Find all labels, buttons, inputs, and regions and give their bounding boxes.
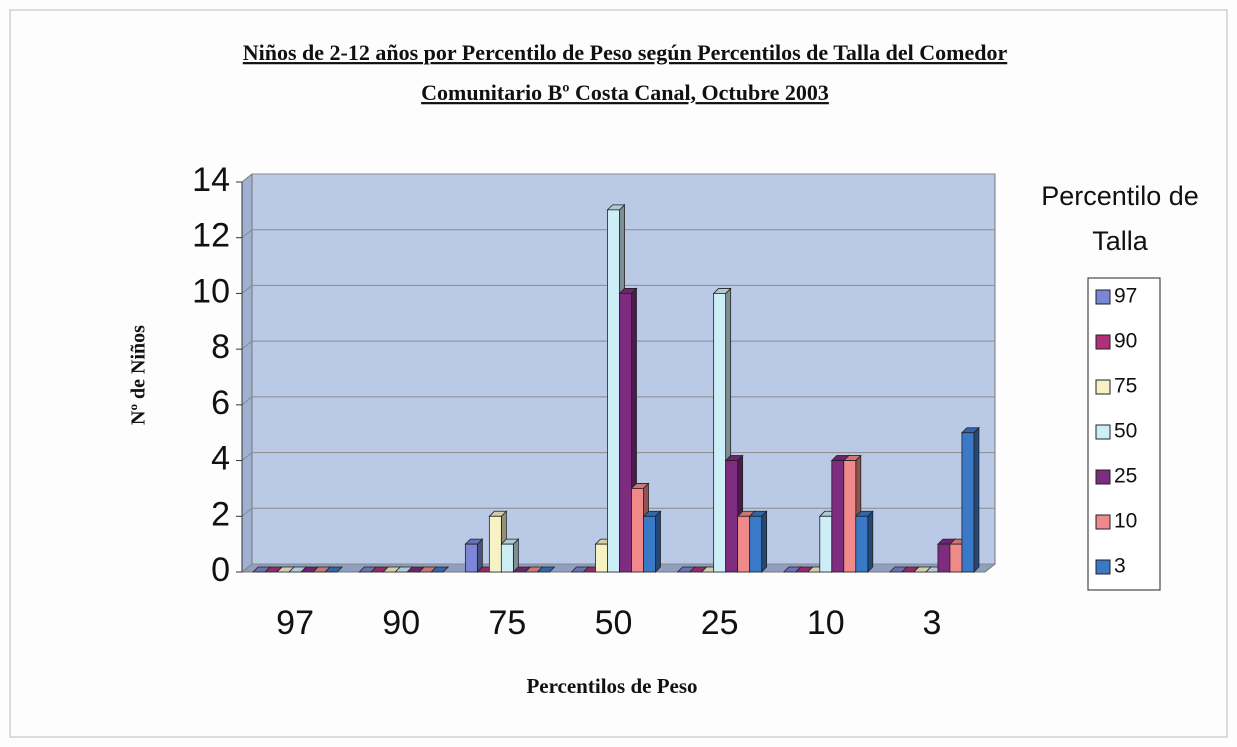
legend-swatch xyxy=(1095,289,1111,305)
bar xyxy=(725,460,739,573)
grid-line xyxy=(241,507,995,517)
y-tick-label: 4 xyxy=(211,440,230,478)
y-tick-label: 10 xyxy=(192,272,230,310)
bar xyxy=(737,515,751,573)
legend-title: Percentilo de xyxy=(1041,181,1199,211)
legend-swatch xyxy=(1095,379,1111,395)
grid-line xyxy=(241,340,995,350)
y-tick-label: 0 xyxy=(211,551,230,589)
x-tick-label: 10 xyxy=(807,604,845,642)
legend-swatch xyxy=(1095,424,1111,440)
bar xyxy=(631,488,644,573)
bar-side xyxy=(512,538,519,573)
bar xyxy=(500,543,514,573)
legend-label: 90 xyxy=(1114,330,1137,353)
x-tick-label: 3 xyxy=(922,604,941,642)
chart-title: Comunitario Bº Costa Canal, Octubre 2003 xyxy=(421,80,829,105)
bar-side xyxy=(476,538,483,573)
legend-swatch xyxy=(1095,559,1111,575)
legend-swatch xyxy=(1095,514,1111,530)
bar xyxy=(607,209,620,573)
bar xyxy=(937,543,951,573)
legend-title: Talla xyxy=(1092,226,1149,256)
bar xyxy=(949,543,963,573)
x-tick-label: 50 xyxy=(595,604,633,642)
legend-label: 25 xyxy=(1114,465,1137,488)
x-tick-label: 75 xyxy=(488,604,526,642)
legend-swatch xyxy=(1095,469,1111,485)
legend-label: 50 xyxy=(1114,420,1137,443)
frame xyxy=(9,9,1228,738)
bar-top xyxy=(536,566,556,573)
x-tick-label: 25 xyxy=(701,604,739,642)
bar-side xyxy=(761,510,768,573)
y-tick-label: 6 xyxy=(211,384,230,422)
y-tick-label: 2 xyxy=(211,495,230,533)
bar-top xyxy=(430,566,450,573)
bar xyxy=(819,515,833,573)
grid-line xyxy=(241,284,995,294)
bar xyxy=(464,543,478,573)
bar-top xyxy=(324,566,344,573)
x-tick-label: 90 xyxy=(382,604,420,642)
x-tick-label: 97 xyxy=(276,604,314,642)
bar-side xyxy=(655,510,661,573)
y-tick-label: 12 xyxy=(192,217,230,255)
bar-side xyxy=(973,426,980,573)
bar-side xyxy=(867,510,874,573)
bar xyxy=(643,515,656,573)
bar xyxy=(961,432,975,573)
grid-line xyxy=(241,452,995,461)
bar xyxy=(831,460,845,573)
bar xyxy=(843,460,857,573)
bar xyxy=(713,293,727,573)
bar xyxy=(855,515,869,573)
legend-label: 3 xyxy=(1114,555,1126,578)
y-tick-label: 8 xyxy=(211,328,230,366)
chart-title: Niños de 2-12 años por Percentilo de Pes… xyxy=(243,40,1008,65)
grid-line xyxy=(241,173,995,183)
grid-line xyxy=(241,396,995,406)
legend-label: 10 xyxy=(1114,510,1137,533)
y-axis-label: Nº de Niños xyxy=(128,325,150,425)
bar xyxy=(595,543,608,573)
legend-label: 75 xyxy=(1114,375,1137,398)
bar xyxy=(749,515,763,573)
legend-swatch xyxy=(1095,334,1111,350)
legend-label: 97 xyxy=(1114,285,1137,308)
grid-line xyxy=(241,229,995,239)
bar xyxy=(619,293,632,573)
x-axis-label: Percentilos de Peso xyxy=(526,674,697,698)
bar xyxy=(488,515,502,573)
y-tick-label: 14 xyxy=(192,161,230,199)
